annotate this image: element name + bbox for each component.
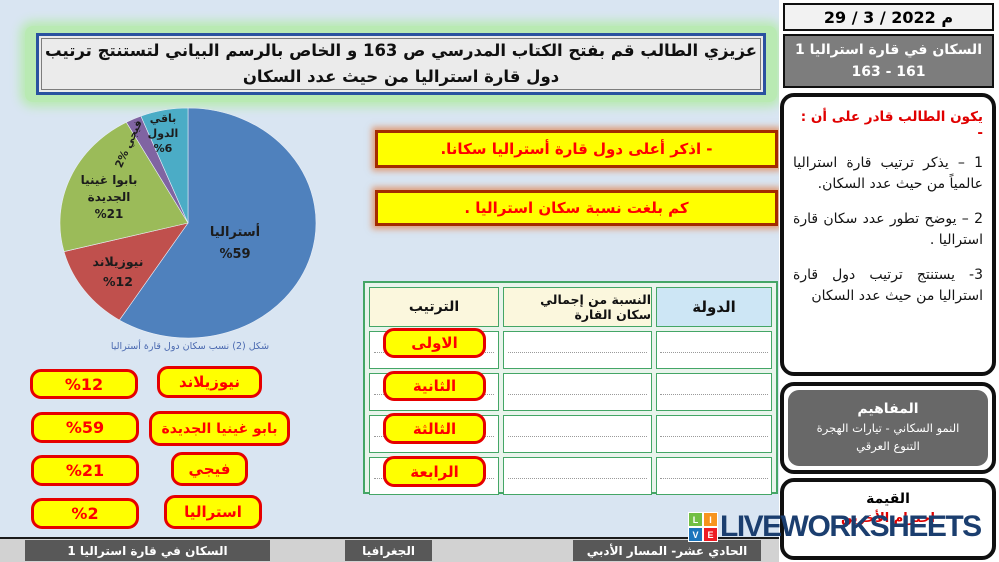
pie-slice-0	[118, 107, 317, 339]
instruction-text-line1: عزيزي الطالب قم بفتح الكتاب المدرسي ص 16…	[45, 41, 757, 61]
logo-letter-e: E	[704, 528, 717, 541]
pie-slice-1	[63, 222, 189, 321]
date-box: م 2022 / 3 / 29	[783, 3, 994, 31]
objectives-title: يكون الطالب قادر على أن : -	[800, 109, 983, 141]
value-text: احترام الأخرين	[841, 511, 935, 526]
cell-country-row3[interactable]	[656, 415, 772, 453]
lesson-title-box: السكان في قارة استراليا 1 163 - 161	[783, 34, 994, 88]
cell-percentage-row2[interactable]	[503, 373, 652, 411]
footer-subject: الجغرافيا	[345, 540, 432, 561]
concepts-title: المفاهيم	[857, 401, 919, 418]
cell-country-row1[interactable]	[656, 331, 772, 369]
option-percent-59[interactable]: %59	[31, 412, 139, 443]
logo-letter-l: L	[689, 513, 702, 526]
cell-percentage-row3[interactable]	[503, 415, 652, 453]
pie-label-png: بابوا غينيا الجديدة %21	[80, 173, 138, 221]
pie-slice-2	[59, 121, 189, 252]
footer-lesson-title: السكان في قارة استراليا 1	[25, 540, 270, 561]
liveworksheets-watermark[interactable]: L I V E LIVEWORKSHEETS	[688, 510, 982, 543]
option-percent-21[interactable]: %21	[31, 455, 139, 486]
rank-label-first: الاولى	[383, 328, 486, 358]
cell-country-row4[interactable]	[656, 457, 772, 495]
logo-letter-v: V	[689, 528, 702, 541]
concepts-line1: النمو السكاني - تيارات الهجرة	[816, 421, 960, 436]
logo-letter-i: I	[704, 513, 717, 526]
objective-3: 3- يستنتج ترتيب دول قارة استراليا من حيث…	[793, 267, 983, 304]
pie-label-rest: باقي الدول %6	[147, 112, 179, 155]
option-country-png[interactable]: بابو غينيا الجديدة	[149, 411, 290, 446]
concepts-line2: التنوع العرقي	[856, 438, 920, 453]
option-country-fiji[interactable]: فيجي	[171, 452, 248, 486]
cell-percentage-row4[interactable]	[503, 457, 652, 495]
objective-2: 2 – يوضح تطور عدد سكان قارة استراليا .	[793, 211, 983, 248]
lesson-sidebar: م 2022 / 3 / 29 السكان في قارة استراليا …	[779, 0, 999, 562]
pie-chart-svg	[59, 107, 317, 339]
rank-label-third: الثالثة	[383, 413, 486, 444]
pie-label-australia: أستراليا %59	[209, 225, 261, 262]
lesson-pages: 163 - 161	[851, 64, 926, 80]
option-percent-2[interactable]: %2	[31, 498, 139, 529]
rank-label-fourth: الرابعة	[383, 456, 486, 487]
worksheet-main-area: عزيزي الطالب قم بفتح الكتاب المدرسي ص 16…	[0, 0, 779, 562]
option-country-newzealand[interactable]: نيوزيلاند	[157, 366, 262, 398]
value-title: القيمة	[866, 491, 910, 507]
table-header-rank: الترتيب	[369, 287, 499, 327]
pie-label-newzealand: نيوزيلاند %12	[92, 254, 144, 289]
cell-percentage-row1[interactable]	[503, 331, 652, 369]
option-country-australia[interactable]: استراليا	[164, 495, 262, 529]
instruction-text-line2: دول قارة استراليا من حيث عدد السكان	[242, 67, 560, 86]
concepts-box: المفاهيم النمو السكاني - تيارات الهجرة ا…	[780, 382, 996, 474]
table-header-country: الدولة	[656, 287, 772, 327]
table-header-percentage: النسبة من إجمالي سكان القارة	[503, 287, 652, 327]
question-australia-percentage: كم بلغت نسبة سكان استراليا .	[375, 190, 778, 226]
objective-1: 1 – يذكر ترتيب قارة استراليا عالمياً من …	[793, 155, 983, 192]
option-percent-12[interactable]: %12	[30, 369, 138, 399]
liveworksheets-logo-icon: L I V E	[688, 512, 718, 542]
rank-label-second: الثانية	[383, 371, 486, 401]
cell-country-row2[interactable]	[656, 373, 772, 411]
pie-slice-4	[140, 107, 189, 224]
objectives-box: يكون الطالب قادر على أن : - 1 – يذكر ترت…	[780, 93, 996, 376]
value-box: القيمة احترام الأخرين	[780, 478, 996, 560]
liveworksheets-text: LIVEWORKSHEETS	[720, 510, 982, 543]
pie-chart-caption: شكل (2) نسب سكان دول قارة أستراليا	[110, 341, 270, 352]
lesson-title: السكان في قارة استراليا 1	[795, 41, 982, 58]
question-top-countries: - اذكر أعلى دول قارة أستراليا سكانا.	[375, 130, 778, 168]
footer-grade: الحادي عشر- المسار الأدبي	[573, 540, 761, 561]
instruction-box: عزيزي الطالب قم بفتح الكتاب المدرسي ص 16…	[36, 33, 766, 95]
population-pie-chart: أستراليا %59 نيوزيلاند %12 بابوا غينيا ا…	[45, 100, 335, 352]
